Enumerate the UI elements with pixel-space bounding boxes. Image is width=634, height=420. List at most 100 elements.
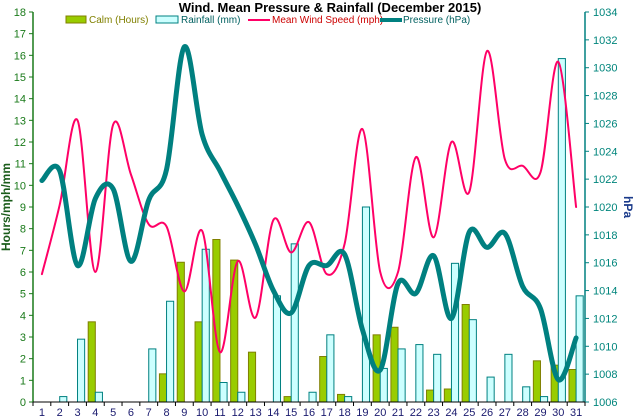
- line-pressure: [39, 44, 579, 383]
- bar-calm: [532, 360, 541, 403]
- x-tick-label: 7: [146, 407, 152, 419]
- y-tick-label-left: 10: [14, 180, 26, 192]
- bar-rainfall: [361, 206, 371, 403]
- x-tick-label: 26: [481, 407, 493, 419]
- bar-rainfall: [94, 391, 103, 403]
- y-tick-label-left: 12: [14, 137, 26, 149]
- y-tick-label-left: 17: [14, 29, 26, 41]
- bar-rainfall: [575, 295, 584, 403]
- legend-item-pressure: Pressure (hPa): [380, 15, 470, 26]
- x-tick-label: 14: [267, 407, 279, 419]
- y-tick-label-left: 18: [14, 7, 26, 19]
- bar-rainfall: [59, 396, 68, 403]
- legend: Calm (Hours) Rainfall (mm) Mean Wind Spe…: [65, 15, 470, 26]
- y-tick-label-left: 16: [14, 50, 26, 62]
- bar-calm: [194, 321, 203, 403]
- bar-rainfall: [237, 391, 246, 403]
- x-tick-label: 25: [463, 407, 475, 419]
- y-tick-label-left: 3: [20, 332, 26, 344]
- y-tick-label-right: 1026: [593, 118, 617, 130]
- bar-calm: [87, 321, 96, 403]
- y-tick-label-left: 2: [20, 354, 26, 366]
- legend-swatch-calm: [65, 15, 87, 24]
- x-tick-label: 16: [303, 407, 315, 419]
- x-tick-label: 30: [552, 407, 564, 419]
- y-tick-label-right: 1028: [593, 91, 617, 103]
- bar-rainfall: [539, 396, 549, 403]
- legend-label-calm: Calm (Hours): [89, 15, 148, 26]
- y-tick-label-right: 1030: [593, 63, 617, 75]
- bar-calm: [283, 396, 292, 403]
- bar-rainfall: [290, 243, 299, 403]
- x-tick-label: 9: [181, 407, 187, 419]
- x-tick-label: 1: [39, 407, 45, 419]
- y-tick-label-left: 1: [20, 375, 26, 387]
- chart-title: Wind. Mean Pressure & Rainfall (December…: [179, 0, 482, 15]
- legend-item-wind: Mean Wind Speed (mph): [248, 15, 383, 26]
- line-wind-speed: [40, 49, 578, 354]
- y-tick-label-left: 9: [20, 202, 26, 214]
- x-tick-label: 24: [445, 407, 457, 419]
- x-tick-label: 6: [128, 407, 134, 419]
- x-tick-label: 18: [338, 407, 350, 419]
- x-tick-label: 17: [321, 407, 333, 419]
- bar-rainfall: [397, 348, 406, 403]
- bar-rainfall: [379, 367, 388, 403]
- x-tick-label: 31: [570, 407, 582, 419]
- y-tick-label-left: 5: [20, 289, 26, 301]
- bar-rainfall: [486, 376, 495, 403]
- x-tick-label: 8: [163, 407, 169, 419]
- bar-calm: [319, 356, 328, 403]
- y-tick-label-right: 1008: [593, 369, 617, 381]
- x-tick-label: 10: [196, 407, 208, 419]
- x-tick-label: 19: [356, 407, 368, 419]
- x-tick-label: 4: [92, 407, 98, 419]
- y-tick-label-left: 14: [14, 94, 26, 106]
- bar-rainfall: [344, 396, 353, 403]
- y-tick-label-left: 11: [15, 159, 26, 171]
- x-tick-label: 20: [374, 407, 386, 419]
- y-tick-label-left: 4: [20, 310, 26, 322]
- bar-rainfall: [77, 338, 86, 403]
- x-tick-label: 21: [392, 407, 404, 419]
- y-tick-label-right: 1016: [593, 258, 617, 270]
- y-tick-label-right: 1024: [593, 146, 617, 158]
- x-tick-label: 27: [499, 407, 511, 419]
- bar-calm: [230, 259, 239, 403]
- bar-calm: [443, 388, 452, 403]
- legend-label-wind: Mean Wind Speed (mph): [272, 15, 383, 26]
- y-tick-label-left: 7: [20, 245, 26, 257]
- legend-label-pressure: Pressure (hPa): [403, 15, 470, 26]
- legend-item-calm: Calm (Hours): [65, 15, 148, 26]
- bar-rainfall: [504, 353, 513, 403]
- bar-rainfall: [522, 386, 531, 403]
- x-tick-label: 28: [517, 407, 529, 419]
- x-tick-label: 23: [428, 407, 440, 419]
- y-axis-label-left: Hours/mph/mm: [0, 163, 13, 251]
- x-tick-label: 2: [57, 407, 63, 419]
- y-tick-label-right: 1010: [593, 341, 617, 353]
- bar-calm: [461, 304, 470, 403]
- y-tick-label-right: 1014: [593, 286, 617, 298]
- bar-rainfall: [148, 348, 157, 403]
- bar-rainfall: [415, 344, 424, 403]
- y-tick-label-right: 1032: [593, 35, 617, 47]
- y-tick-label-left: 8: [20, 224, 26, 236]
- y-tick-label-right: 1034: [593, 7, 617, 19]
- x-tick-label: 15: [285, 407, 297, 419]
- x-tick-label: 5: [110, 407, 116, 419]
- legend-swatch-rainfall: [155, 15, 179, 24]
- y-tick-label-left: 6: [20, 267, 26, 279]
- x-tick-label: 3: [74, 407, 80, 419]
- y-tick-label-right: 1022: [593, 174, 617, 186]
- x-tick-label: 11: [214, 407, 225, 419]
- bar-calm: [247, 351, 257, 403]
- bar-rainfall: [468, 319, 477, 403]
- y-tick-label-right: 1006: [593, 397, 617, 409]
- bar-rainfall: [433, 353, 442, 403]
- bar-rainfall: [557, 58, 566, 403]
- bar-rainfall: [308, 391, 317, 403]
- bar-calm: [336, 393, 346, 403]
- bar-calm: [158, 373, 168, 403]
